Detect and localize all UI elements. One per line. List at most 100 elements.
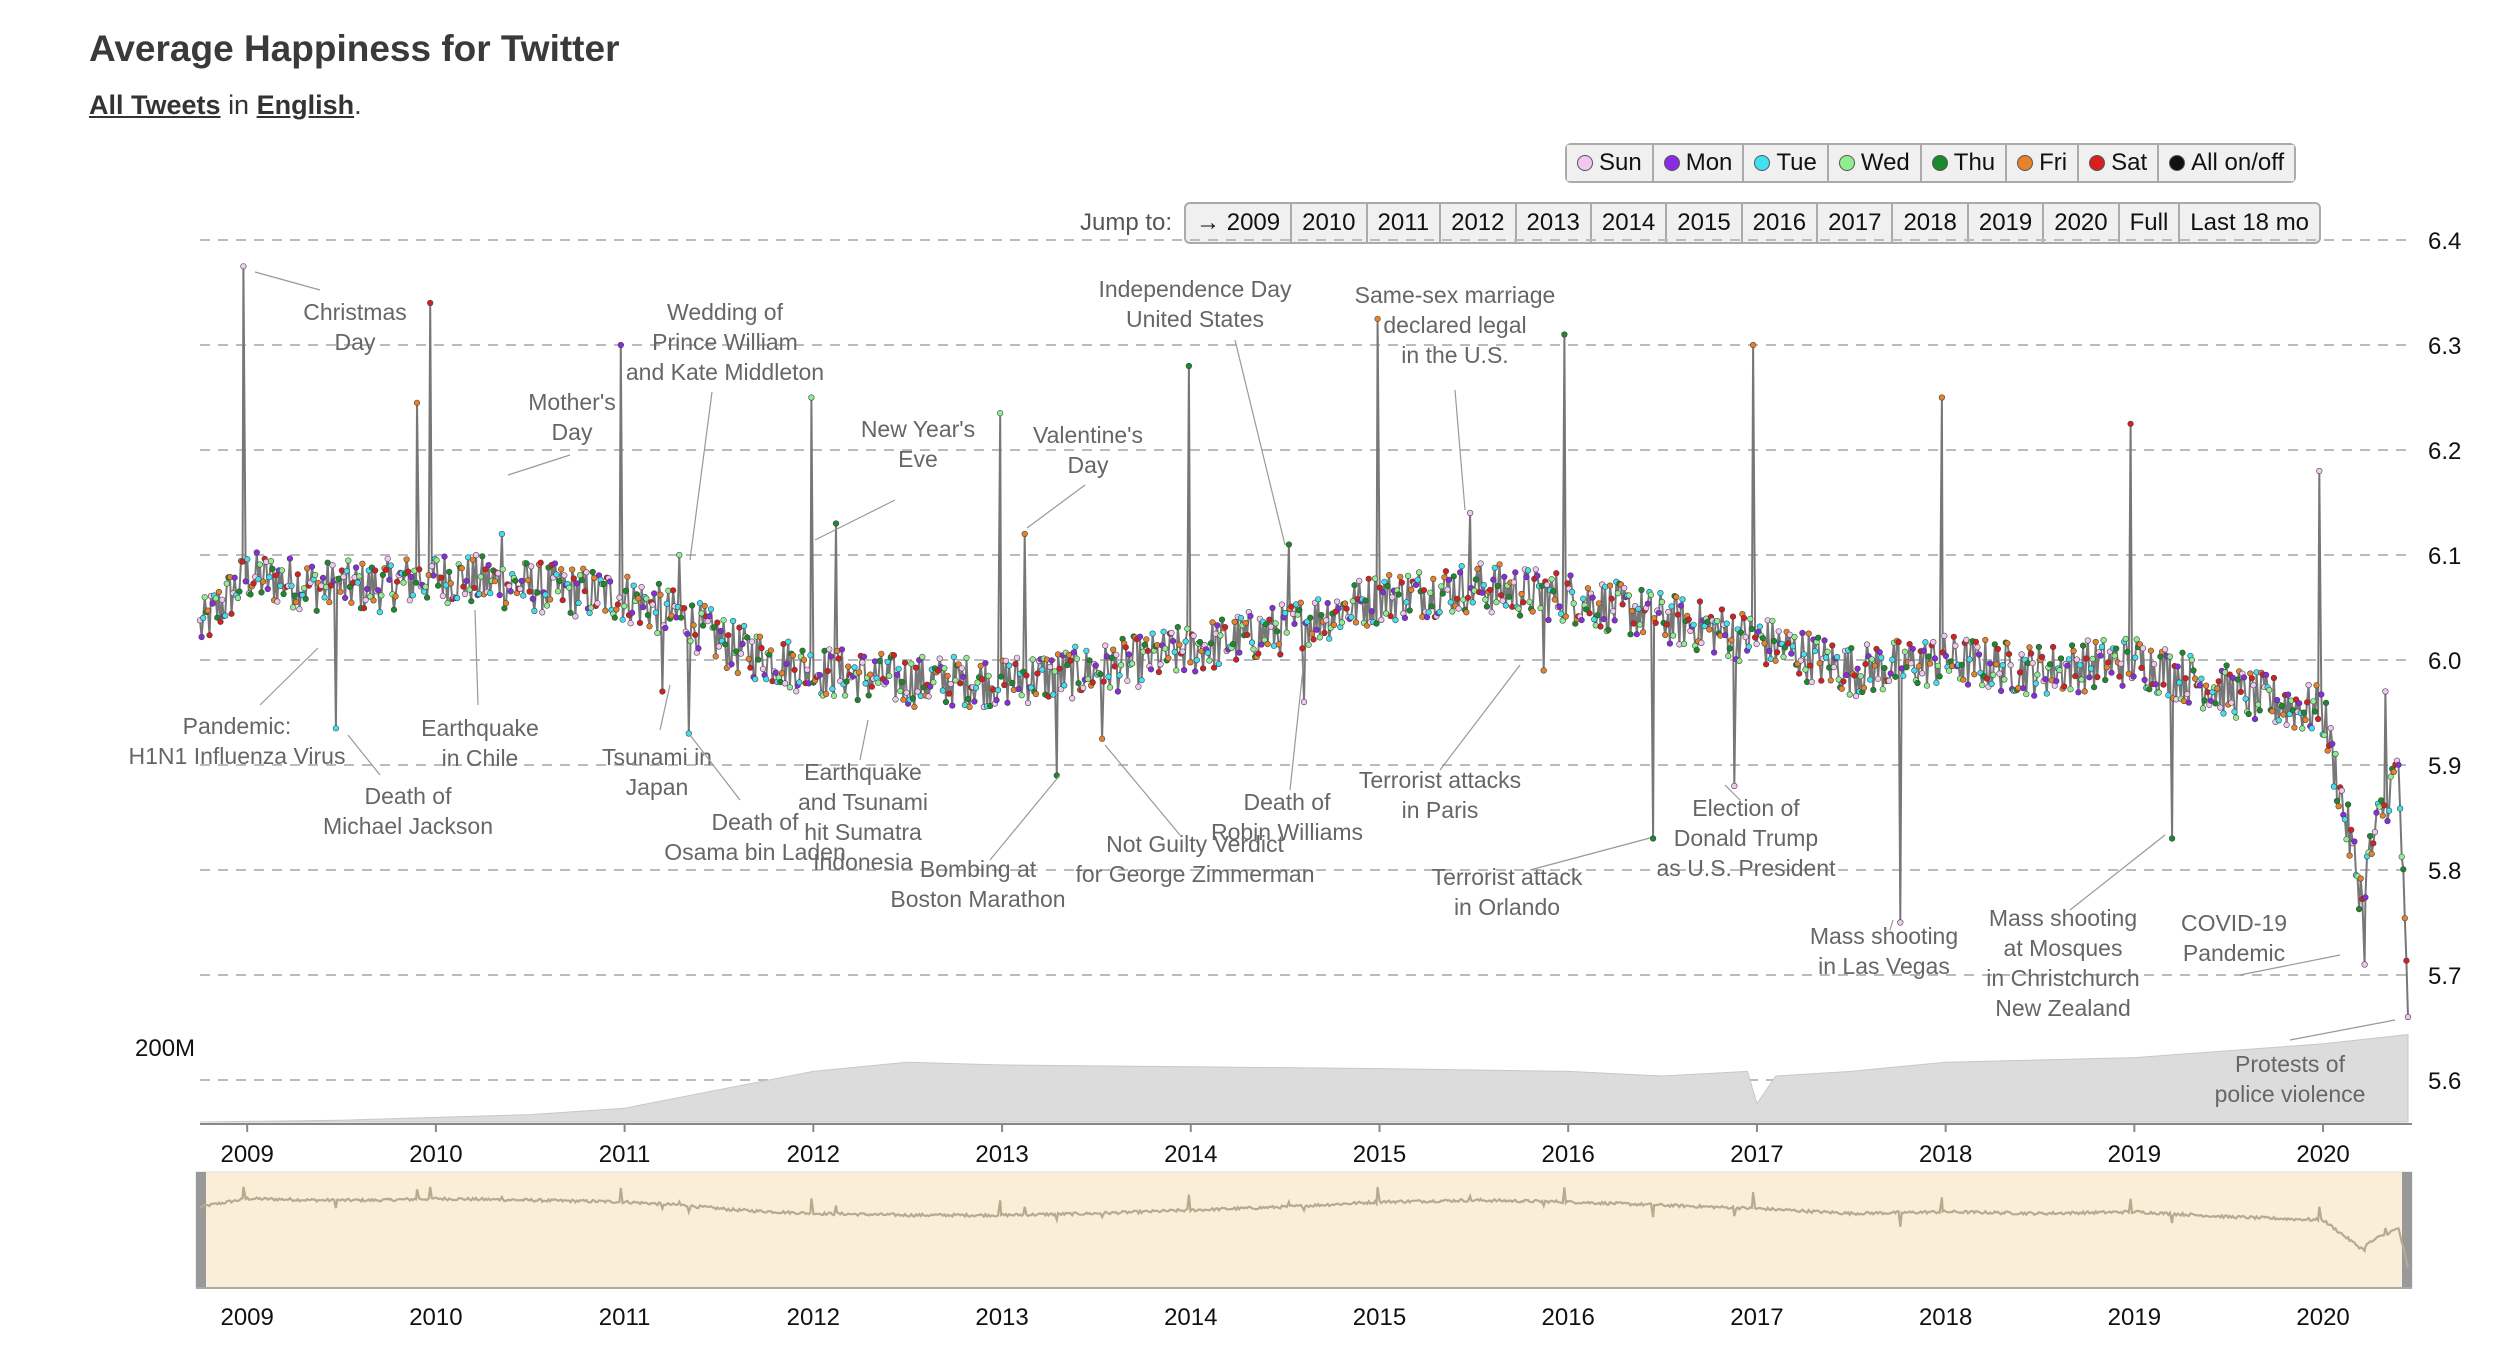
day-point (2223, 662, 2230, 669)
day-point (2381, 802, 2388, 809)
day-point (1165, 655, 1172, 662)
day-point (1706, 626, 1713, 633)
day-point (1878, 654, 1885, 661)
day-point (324, 559, 331, 566)
day-point (2166, 653, 2173, 660)
day-point (1395, 591, 1402, 598)
day-point (1080, 684, 1087, 692)
day-toggle-fri[interactable]: Fri (2007, 145, 2080, 181)
day-toggle-all-on-off[interactable]: All on/off (2159, 145, 2295, 181)
day-point (1551, 596, 1558, 603)
day-point (2370, 840, 2377, 847)
day-toggle-tue[interactable]: Tue (1744, 145, 1829, 181)
day-point (1669, 632, 1677, 639)
day-point (581, 588, 588, 595)
day-point (1710, 649, 1718, 656)
day-point (841, 692, 849, 699)
day-point (695, 645, 702, 652)
day-point (570, 575, 577, 582)
day-toggle-thu[interactable]: Thu (1921, 145, 2008, 181)
jump-button-2018[interactable]: 2018 (1893, 204, 1969, 242)
jump-button-2013[interactable]: 2013 (1517, 204, 1592, 242)
day-point (2401, 915, 2408, 922)
jump-button-2020[interactable]: 2020 (2044, 204, 2120, 242)
day-point (1698, 639, 1705, 647)
day-point (572, 613, 579, 620)
day-point (392, 593, 399, 600)
jump-button-2011[interactable]: 2011 (1368, 204, 1442, 242)
day-point (1589, 594, 1596, 601)
day-point (1518, 590, 1525, 598)
day-point (1926, 660, 1934, 667)
jump-button-last-18-mo[interactable]: Last 18 mo (2190, 209, 2310, 236)
day-point (228, 610, 235, 617)
day-point (2263, 671, 2270, 679)
day-toggle-wed[interactable]: Wed (1828, 145, 1922, 181)
day-point (1083, 647, 1090, 654)
jump-button-full[interactable]: Full (2120, 204, 2181, 242)
day-point (919, 653, 926, 661)
day-point (1315, 596, 1322, 603)
jump-button-2012[interactable]: 2012 (1441, 204, 1517, 242)
day-point (1445, 576, 1453, 583)
day-point (1229, 640, 1237, 648)
day-point (1797, 657, 1804, 664)
day-toggle-sat[interactable]: Sat (2079, 145, 2160, 181)
day-point (827, 653, 835, 660)
day-point (2341, 816, 2348, 823)
annotation-label: Earthquake and Tsunami hit Sumatra Indonesi… (798, 759, 928, 875)
day-point (1941, 632, 1948, 640)
day-point (944, 672, 951, 679)
overview-tick-label: 2009 (220, 1304, 273, 1331)
day-point (892, 696, 899, 703)
day-point (553, 571, 560, 578)
day-point (875, 679, 882, 686)
day-point (485, 561, 492, 569)
day-point (1818, 677, 1825, 684)
day-point (2382, 688, 2389, 695)
day-point (2111, 652, 2118, 659)
day-point (720, 617, 727, 624)
tweet-volume-area (199, 1034, 2409, 1123)
day-point (1351, 582, 1358, 589)
day-point (1867, 676, 1874, 683)
day-point (1050, 691, 1057, 698)
day-point (1805, 630, 1812, 637)
day-point (925, 693, 932, 700)
jump-button-2009[interactable]: → 2009 (1186, 204, 1293, 242)
jump-button-2014[interactable]: 2014 (1592, 204, 1668, 242)
day-point (636, 619, 644, 627)
day-point (2097, 652, 2104, 659)
day-point (258, 589, 265, 596)
day-toggle-mon[interactable]: Mon (1653, 145, 1745, 181)
day-point (400, 579, 407, 586)
day-point (734, 669, 741, 677)
jump-button-2010[interactable]: 2010 (1292, 204, 1368, 242)
day-point (2094, 673, 2101, 681)
brush-handle-right (2402, 1172, 2412, 1288)
annotation-line: in Paris (1402, 797, 1479, 823)
all-tweets-link[interactable]: All Tweets (89, 90, 221, 120)
day-toggle-sun[interactable]: Sun (1567, 145, 1654, 181)
jump-button-2019[interactable]: 2019 (1969, 204, 2045, 242)
day-point (1341, 600, 1349, 607)
year-button-group: → 2009 2010 2011 2012 2013 2014 2015 2016 2017 20… (1184, 202, 2322, 244)
annotation-line: in Chile (442, 745, 519, 771)
day-point (413, 399, 421, 406)
day-point (1516, 612, 1524, 619)
jump-button-2015[interactable]: 2015 (1667, 204, 1743, 242)
day-point (677, 614, 685, 621)
day-point (2065, 656, 2072, 663)
jump-button-2016[interactable]: 2016 (1743, 204, 1819, 242)
language-link[interactable]: English (256, 90, 355, 120)
jump-button-2017[interactable]: 2017 (1818, 204, 1894, 242)
day-point (748, 638, 756, 645)
annotation-leader-line (254, 271, 321, 291)
day-point (1773, 649, 1781, 656)
day-point (1171, 648, 1178, 656)
day-point (1901, 648, 1908, 655)
day-point (1258, 641, 1265, 648)
day-point (2176, 679, 2183, 686)
annotation-line: and Tsunami (798, 789, 928, 815)
